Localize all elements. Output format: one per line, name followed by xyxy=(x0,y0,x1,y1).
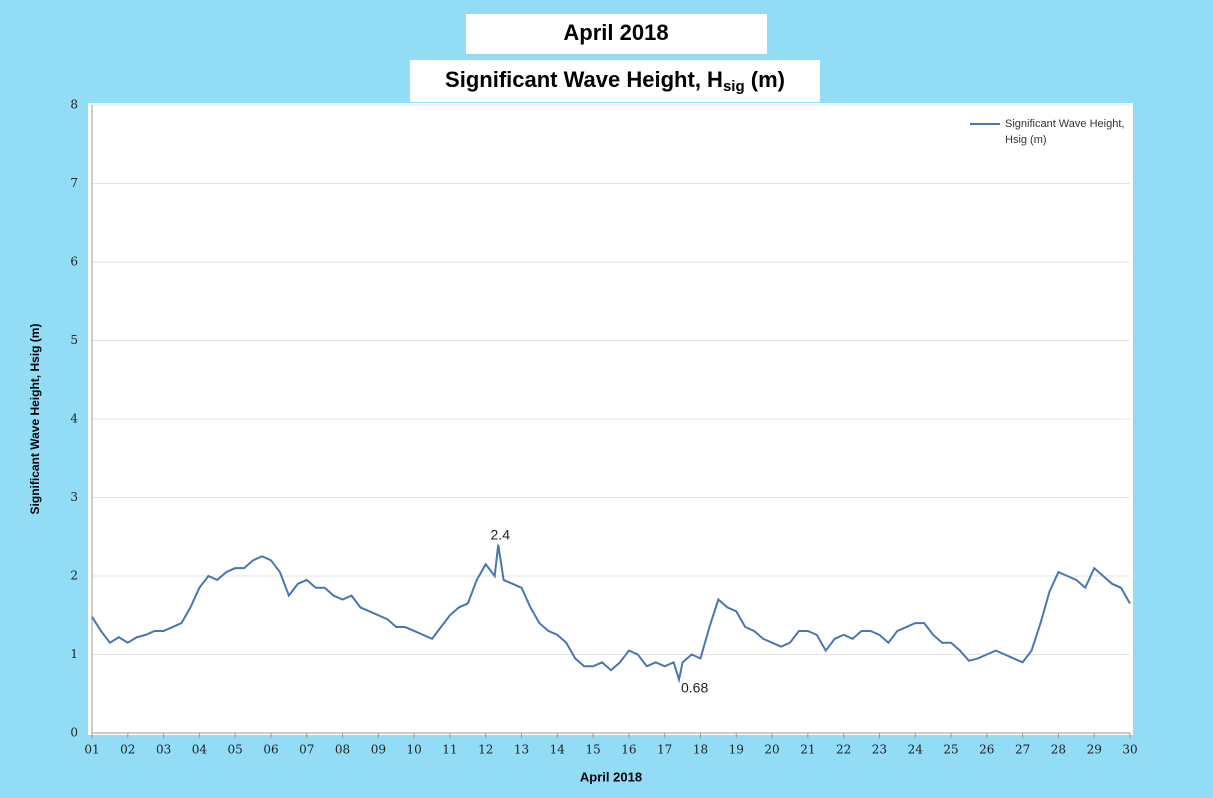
subtitle-subscript: sig xyxy=(723,78,745,95)
y-tick-label: 8 xyxy=(70,98,78,112)
x-tick-label: 28 xyxy=(1051,743,1066,757)
x-tick-label: 15 xyxy=(585,743,600,757)
x-tick-label: 23 xyxy=(872,743,887,757)
x-tick-label: 24 xyxy=(908,743,924,757)
x-tick-label: 29 xyxy=(1087,743,1102,757)
x-tick-label: 07 xyxy=(299,743,314,757)
x-tick-label: 01 xyxy=(84,743,99,757)
y-tick-label: 3 xyxy=(70,490,78,504)
subtitle-main: Significant Wave Height, H xyxy=(445,67,723,92)
x-tick-label: 27 xyxy=(1015,743,1030,757)
x-tick-label: 05 xyxy=(228,743,243,757)
x-tick-label: 03 xyxy=(156,743,171,757)
x-tick-label: 08 xyxy=(335,743,350,757)
x-tick-label: 20 xyxy=(764,743,779,757)
x-tick-label: 16 xyxy=(621,743,636,757)
x-tick-label: 13 xyxy=(514,743,529,757)
subtitle-box xyxy=(410,60,820,102)
legend-label: Significant Wave Height, Hsig (m) xyxy=(1005,118,1125,146)
x-tick-label: 19 xyxy=(729,743,744,757)
x-tick-label: 18 xyxy=(693,743,708,757)
x-tick-label: 17 xyxy=(657,743,672,757)
y-tick-label: 6 xyxy=(70,255,78,269)
x-axis-title: April 2018 xyxy=(580,769,642,784)
annotation: 2.4 xyxy=(491,526,511,542)
subtitle-end: (m) xyxy=(745,67,785,92)
x-tick-label: 30 xyxy=(1122,743,1137,757)
x-tick-label: 12 xyxy=(478,743,493,757)
y-axis-title: Significant Wave Height, Hsig (m) xyxy=(28,324,42,515)
title-box xyxy=(466,14,767,54)
x-tick-label: 25 xyxy=(943,743,958,757)
y-tick-label: 2 xyxy=(70,569,78,583)
data-line xyxy=(91,544,1131,684)
x-tick-label: 06 xyxy=(263,743,278,757)
x-tick-label: 11 xyxy=(442,743,457,757)
y-tick-label: 1 xyxy=(70,647,78,661)
x-tick-label: 04 xyxy=(192,743,208,757)
x-tick-label: 26 xyxy=(979,743,994,757)
x-tick-label: 22 xyxy=(836,743,851,757)
y-tick-label: 0 xyxy=(70,726,78,740)
x-tick-label: 10 xyxy=(406,743,421,757)
y-tick-label: 7 xyxy=(70,176,78,190)
x-tick-label: 09 xyxy=(371,743,386,757)
y-tick-label: 4 xyxy=(70,412,78,426)
x-tick-label: 02 xyxy=(120,743,135,757)
chart-title: April 2018 xyxy=(563,20,668,45)
x-tick-label: 21 xyxy=(800,743,815,757)
y-tick-label: 5 xyxy=(70,333,78,347)
chart-subtitle: Significant Wave Height, Hsig (m) xyxy=(445,67,785,95)
x-tick-label: 14 xyxy=(550,743,566,757)
annotation: 0.68 xyxy=(681,679,708,695)
